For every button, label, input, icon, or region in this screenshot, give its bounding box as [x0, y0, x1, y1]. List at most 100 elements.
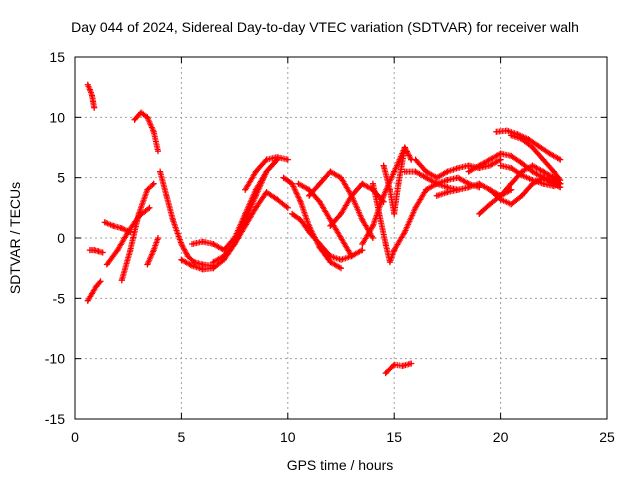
- series-trail: [157, 168, 217, 269]
- tick-layer: 0 5 10 15 20 25 -15 -10 -5 0 5 10 15: [45, 49, 615, 445]
- data-point: [508, 152, 515, 159]
- data-point: [401, 168, 408, 175]
- data-point: [86, 86, 93, 93]
- data-point: [242, 210, 249, 217]
- data-point: [386, 259, 393, 266]
- data-point: [252, 204, 259, 211]
- data-point: [546, 150, 553, 157]
- data-point: [412, 156, 419, 163]
- x-tick-label: 10: [280, 429, 296, 445]
- data-point: [274, 154, 281, 161]
- data-point: [316, 180, 323, 187]
- data-point: [178, 256, 185, 263]
- data-point: [476, 210, 483, 217]
- x-tick-label: 0: [71, 429, 79, 445]
- data-point: [408, 360, 415, 367]
- data-point: [508, 132, 515, 139]
- data-point: [131, 116, 138, 123]
- data-point: [280, 174, 287, 181]
- data-point: [386, 186, 393, 193]
- data-point: [289, 210, 296, 217]
- data-point: [493, 128, 500, 135]
- data-point: [508, 186, 515, 193]
- data-point: [221, 247, 227, 254]
- data-point: [412, 168, 419, 175]
- data-point: [91, 247, 98, 254]
- data-point: [359, 216, 366, 223]
- data-point: [150, 180, 157, 187]
- data-point: [455, 174, 461, 181]
- data-point: [497, 150, 504, 157]
- data-point: [518, 136, 525, 143]
- y-tick-label: 10: [49, 109, 65, 125]
- series-arc-21: [380, 144, 415, 217]
- series-arc-11: [189, 156, 281, 254]
- data-point: [221, 253, 227, 260]
- data-point: [376, 210, 383, 217]
- data-point: [529, 177, 536, 184]
- series-arc-03: [86, 247, 106, 256]
- chart-title: Day 044 of 2024, Sidereal Day-to-day VTE…: [71, 19, 579, 35]
- data-point: [391, 361, 398, 368]
- data-point: [327, 222, 334, 229]
- data-point: [465, 184, 472, 191]
- series-arc-22: [382, 360, 415, 377]
- data-point: [550, 183, 557, 190]
- data-point: [150, 247, 157, 254]
- data-point: [465, 168, 472, 175]
- data-point: [391, 247, 398, 254]
- data-point: [529, 144, 536, 151]
- data-point: [338, 174, 344, 181]
- data-point: [118, 225, 125, 232]
- data-point: [84, 297, 91, 304]
- data-point: [316, 198, 323, 205]
- data-point: [316, 241, 323, 247]
- data-point: [169, 216, 176, 223]
- data-point: [518, 160, 525, 167]
- data-point: [306, 186, 313, 193]
- data-point: [93, 283, 100, 290]
- series-arc-13: [242, 154, 291, 193]
- data-point: [118, 277, 125, 284]
- data-point: [497, 156, 504, 163]
- data-point: [297, 216, 304, 223]
- data-point: [263, 168, 270, 175]
- y-tick-label: -15: [45, 411, 65, 427]
- data-point: [144, 261, 151, 268]
- data-point: [359, 180, 366, 187]
- data-point: [263, 156, 270, 163]
- data-point: [412, 204, 419, 211]
- data-point: [433, 174, 440, 181]
- data-point: [138, 109, 144, 116]
- data-point: [242, 222, 249, 229]
- series-trail: [380, 144, 415, 217]
- data-point: [423, 174, 430, 181]
- data-point: [444, 168, 451, 175]
- data-point: [540, 180, 547, 187]
- series-arc-08: [144, 235, 161, 268]
- data-point: [144, 186, 151, 193]
- data-point: [518, 192, 525, 199]
- data-point: [476, 180, 483, 187]
- data-point: [529, 162, 536, 169]
- data-point: [550, 168, 557, 175]
- data-point: [540, 168, 547, 175]
- data-point: [399, 362, 406, 369]
- data-point: [84, 81, 91, 88]
- data-point: [263, 189, 270, 196]
- data-point: [433, 180, 440, 187]
- data-point: [199, 266, 206, 273]
- data-point: [189, 262, 195, 269]
- series-trail: [84, 81, 98, 111]
- data-point: [369, 180, 376, 187]
- data-point: [433, 192, 440, 199]
- series-arc-32: [508, 132, 564, 184]
- data-point: [540, 174, 547, 181]
- y-tick-label: 0: [57, 230, 65, 246]
- data-point: [444, 189, 451, 196]
- series-arc-09: [157, 168, 217, 269]
- data-point: [189, 241, 195, 247]
- data-point: [199, 238, 206, 245]
- data-point: [391, 210, 398, 217]
